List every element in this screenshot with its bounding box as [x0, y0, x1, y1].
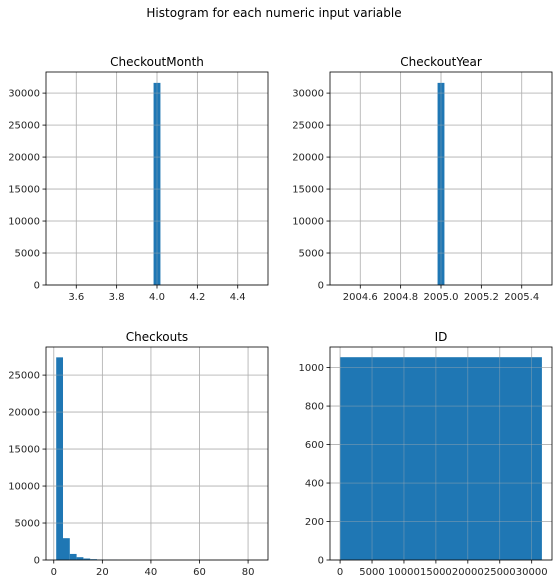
- y-tick-label: 15000: [8, 445, 40, 456]
- x-tick-label: 2005.4: [504, 292, 539, 303]
- y-tick-label: 25000: [8, 371, 40, 382]
- y-tick-label: 20000: [8, 153, 40, 164]
- x-tick-label: 0: [51, 567, 57, 578]
- x-tick-label: 25000: [484, 567, 516, 578]
- x-tick-label: 2004.8: [383, 292, 418, 303]
- histogram-bar: [340, 357, 542, 560]
- histogram-bar: [69, 553, 77, 560]
- subplot-title: Checkouts: [126, 330, 188, 344]
- y-tick-label: 5000: [299, 249, 324, 260]
- y-tick-label: 20000: [292, 153, 324, 164]
- y-tick-label: 10000: [292, 217, 324, 228]
- subplot-2: 2004.6 2004.8 2005.0 2005.2 2005.4 0 5000 10000…: [292, 55, 553, 303]
- x-tick-label: 2005.0: [424, 292, 459, 303]
- x-tick-label: 2004.6: [343, 292, 378, 303]
- y-tick-label: 30000: [292, 89, 324, 100]
- y-tick-label: 30000: [8, 89, 40, 100]
- x-tick-label: 10000: [388, 567, 420, 578]
- x-tick-label: 15000: [420, 567, 452, 578]
- x-tick-label: 60: [193, 567, 206, 578]
- x-tick-label: 80: [242, 567, 255, 578]
- subplot-title: CheckoutYear: [400, 55, 482, 69]
- subplot-1: 3.6 3.8 4.0 4.2 4.4 0 5000 10000 15000 20000 25000…: [8, 55, 269, 303]
- histogram-bar: [63, 538, 70, 560]
- y-tick-label: 200: [305, 517, 324, 528]
- y-tick-label: 800: [305, 402, 324, 413]
- subplot-title: ID: [435, 330, 448, 344]
- y-tick-label: 0: [34, 556, 40, 567]
- x-tick-label: 20000: [452, 567, 484, 578]
- x-tick-label: 4.0: [149, 292, 165, 303]
- y-tick-label: 400: [305, 479, 324, 490]
- y-tick-label: 20000: [8, 408, 40, 419]
- y-tick-label: 0: [34, 281, 40, 292]
- x-tick-label: 40: [145, 567, 158, 578]
- y-tick-label: 5000: [15, 519, 40, 530]
- subplot-title: CheckoutMonth: [110, 55, 204, 69]
- y-tick-label: 10000: [8, 482, 40, 493]
- histogram-bar: [56, 357, 64, 560]
- x-tick-label: 3.8: [109, 292, 125, 303]
- x-tick-label: 30000: [516, 567, 548, 578]
- x-tick-label: 3.6: [68, 292, 84, 303]
- x-tick-label: 2005.2: [464, 292, 499, 303]
- y-tick-label: 600: [305, 440, 324, 451]
- subplot-3: 0 20 40 60 80 0 5000 10000 15000 20000 25000 Checko…: [8, 330, 269, 578]
- y-tick-label: 25000: [8, 121, 40, 132]
- y-tick-label: 0: [318, 556, 324, 567]
- axes-frame: [329, 346, 553, 561]
- y-tick-label: 1000: [299, 363, 324, 374]
- subplot-4: 0 5000 10000 15000 20000 25000 30000 0 200 400 600…: [299, 330, 553, 578]
- axes-frame: [45, 346, 269, 561]
- histogram-bar: [83, 558, 91, 560]
- y-tick-label: 25000: [292, 121, 324, 132]
- x-tick-label: 0: [337, 567, 343, 578]
- x-tick-label: 4.2: [189, 292, 205, 303]
- figure-suptitle: Histogram for each numeric input variabl…: [146, 6, 401, 20]
- y-tick-label: 10000: [8, 217, 40, 228]
- y-tick-label: 15000: [292, 185, 324, 196]
- y-tick-label: 0: [318, 281, 324, 292]
- histogram-bar: [76, 557, 84, 560]
- y-tick-label: 5000: [15, 249, 40, 260]
- histogram-bar: [90, 559, 98, 560]
- x-tick-label: 5000: [359, 567, 384, 578]
- x-tick-label: 20: [96, 567, 109, 578]
- y-tick-label: 15000: [8, 185, 40, 196]
- x-tick-label: 4.4: [230, 292, 246, 303]
